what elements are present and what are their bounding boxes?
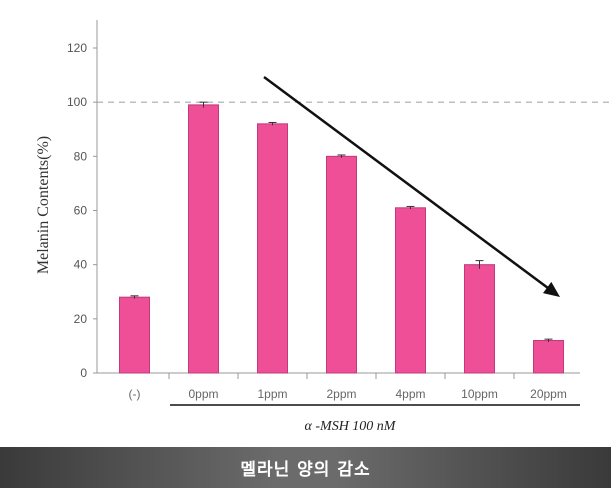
bar xyxy=(119,296,150,374)
x-category-label: 0ppm xyxy=(188,387,218,401)
y-tick-label: 20 xyxy=(74,312,88,326)
x-category-label: (-) xyxy=(129,387,141,401)
bar xyxy=(395,207,426,374)
bars xyxy=(119,101,564,374)
y-tick-label: 100 xyxy=(67,95,87,109)
y-axis-label: Melanin Contents(%) xyxy=(35,136,52,274)
y-tick-label: 0 xyxy=(80,366,87,380)
caption-text: 멜라닌 양의 감소 xyxy=(240,460,371,480)
x-category-labels: (-) 0ppm 1ppm 2ppm 4ppm 10ppm 20ppm xyxy=(129,387,567,401)
bar xyxy=(257,123,288,374)
bar xyxy=(464,264,495,374)
y-tick-label: 60 xyxy=(74,204,88,218)
trend-arrow xyxy=(263,75,560,297)
y-tick-labels: 0 20 40 60 80 100 120 xyxy=(67,41,87,380)
bar xyxy=(188,104,219,374)
x-category-label: 2ppm xyxy=(326,387,356,401)
x-category-label: 20ppm xyxy=(530,387,567,401)
x-category-label: 10ppm xyxy=(461,387,498,401)
caption-bar: 멜라닌 양의 감소 xyxy=(0,447,611,488)
x-category-label: 4ppm xyxy=(395,387,425,401)
chart: 0 20 40 60 80 100 120 (-) 0ppm 1ppm 2ppm 4ppm 10ppm… xyxy=(35,20,611,434)
trend-arrow-head xyxy=(542,281,560,297)
y-tick-label: 120 xyxy=(67,41,87,55)
bar xyxy=(326,155,357,374)
trend-arrow-shaft xyxy=(263,75,553,293)
bar xyxy=(533,340,564,374)
x-category-label: 1ppm xyxy=(257,387,287,401)
group-label: α -MSH 100 nM xyxy=(305,419,397,434)
y-tick-label: 40 xyxy=(74,258,88,272)
y-tick-label: 80 xyxy=(74,149,88,163)
